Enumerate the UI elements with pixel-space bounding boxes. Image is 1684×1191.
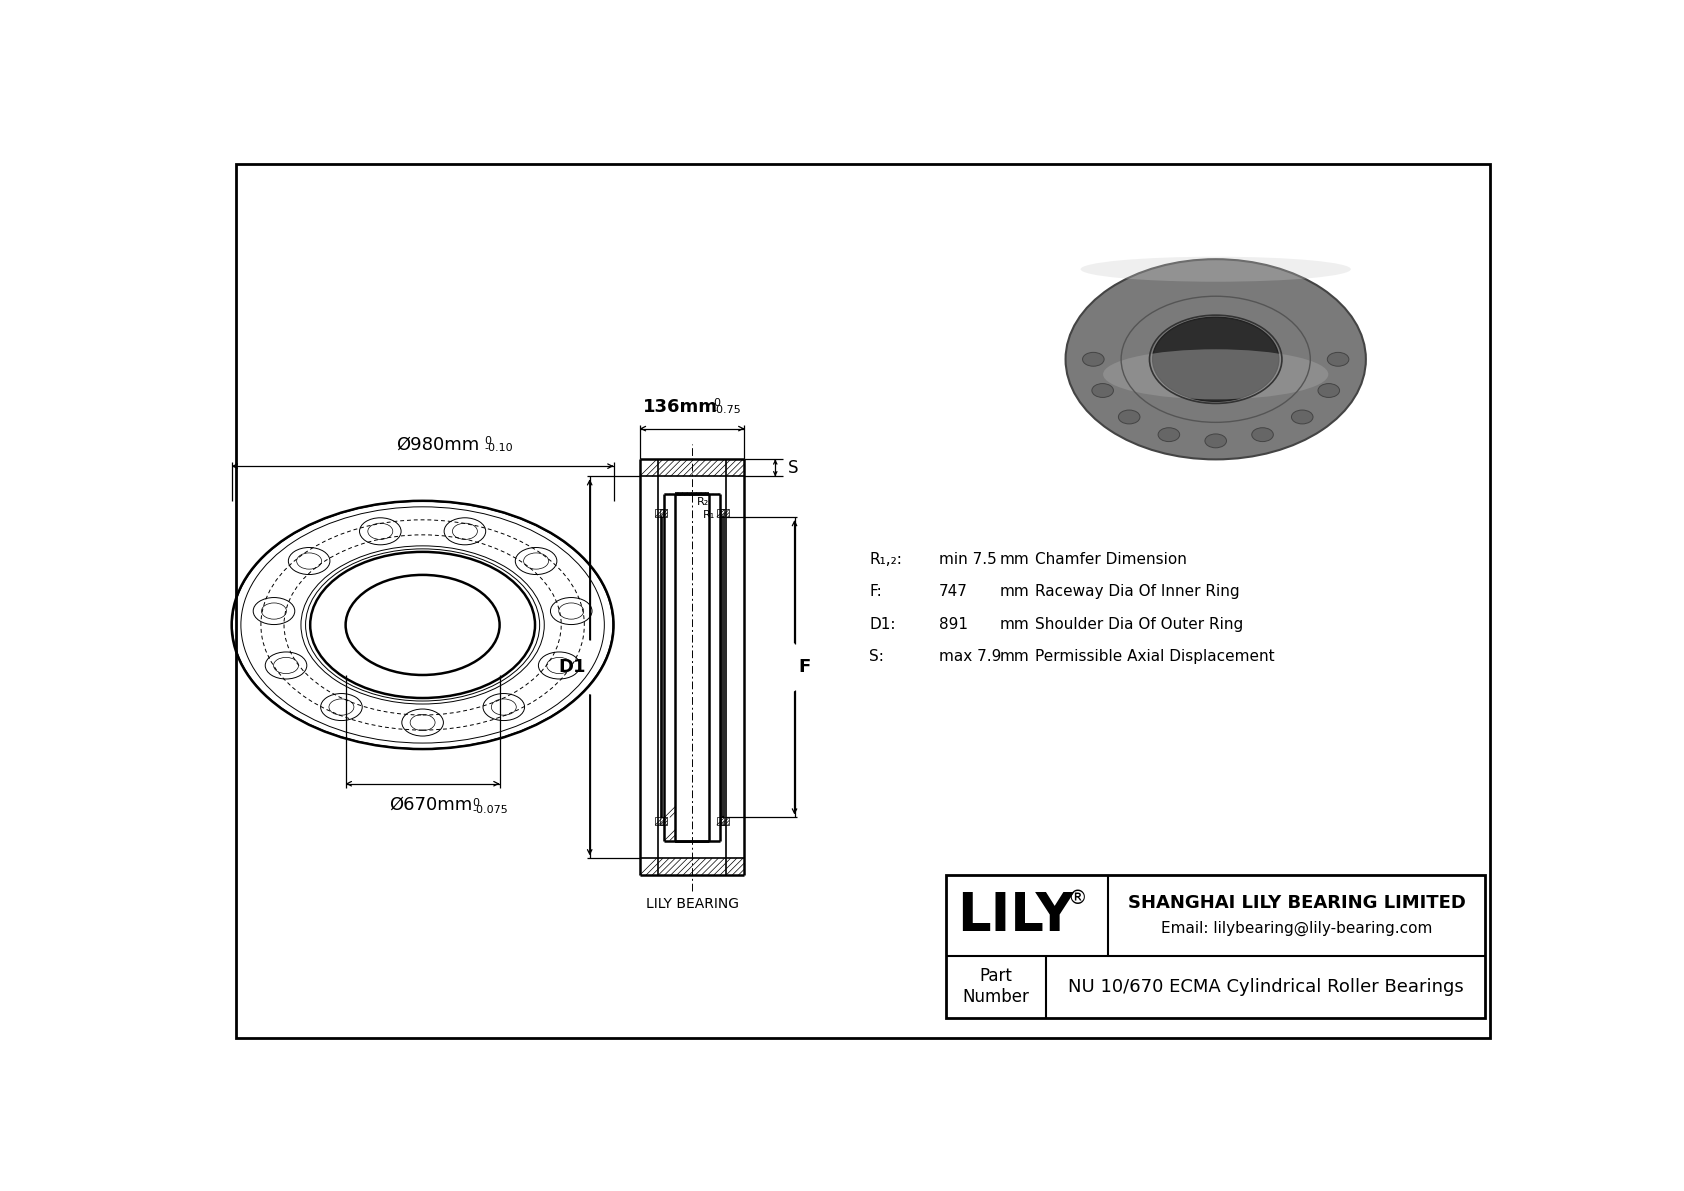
Text: 0: 0 [712, 398, 719, 407]
Ellipse shape [1081, 257, 1351, 282]
Bar [717, 817, 724, 825]
Ellipse shape [1159, 428, 1180, 442]
Text: Permissible Axial Displacement: Permissible Axial Displacement [1034, 649, 1275, 665]
Text: 0: 0 [473, 798, 480, 807]
Bar [660, 510, 667, 517]
Ellipse shape [1292, 410, 1314, 424]
Bar [655, 510, 663, 517]
Text: LILY BEARING: LILY BEARING [645, 897, 739, 911]
Ellipse shape [1206, 434, 1226, 448]
Text: LILY: LILY [957, 890, 1074, 942]
Text: Ø980mm: Ø980mm [396, 436, 480, 454]
Ellipse shape [1091, 384, 1113, 398]
Ellipse shape [1327, 353, 1349, 366]
Text: Shoulder Dia Of Outer Ring: Shoulder Dia Of Outer Ring [1034, 617, 1243, 631]
Text: ®: ® [1068, 890, 1086, 909]
Bar [655, 817, 663, 825]
Bar [721, 817, 729, 825]
Text: NU 10/670 ECMA Cylindrical Roller Bearings: NU 10/670 ECMA Cylindrical Roller Bearin… [1068, 978, 1463, 996]
Text: 0: 0 [485, 436, 492, 447]
Text: Raceway Dia Of Inner Ring: Raceway Dia Of Inner Ring [1034, 585, 1239, 599]
Bar [717, 510, 724, 517]
Text: mm: mm [1000, 617, 1031, 631]
Text: -0.75: -0.75 [712, 405, 741, 414]
Text: -0.10: -0.10 [485, 443, 514, 453]
Text: SHANGHAI LILY BEARING LIMITED: SHANGHAI LILY BEARING LIMITED [1128, 894, 1465, 912]
Text: R₁: R₁ [702, 510, 716, 519]
Ellipse shape [1083, 353, 1105, 366]
Text: D1: D1 [559, 659, 586, 676]
Text: Ø670mm: Ø670mm [389, 796, 472, 813]
Text: 891: 891 [938, 617, 968, 631]
Text: Email: lilybearing@lily-bearing.com: Email: lilybearing@lily-bearing.com [1160, 921, 1433, 936]
Text: mm: mm [1000, 585, 1031, 599]
Text: max 7.9: max 7.9 [938, 649, 1000, 665]
Ellipse shape [1103, 349, 1329, 399]
Text: D1:: D1: [869, 617, 896, 631]
Text: S: S [788, 459, 798, 476]
Bar [660, 817, 667, 825]
Text: min 7.5: min 7.5 [938, 551, 997, 567]
Text: F: F [798, 659, 810, 676]
Ellipse shape [1152, 317, 1278, 401]
Text: R₂: R₂ [697, 497, 709, 506]
Text: mm: mm [1000, 649, 1031, 665]
Text: Chamfer Dimension: Chamfer Dimension [1034, 551, 1187, 567]
Bar [721, 510, 729, 517]
Text: F:: F: [869, 585, 882, 599]
Text: -0.075: -0.075 [473, 804, 509, 815]
Text: Part
Number: Part Number [963, 967, 1029, 1006]
Ellipse shape [1251, 428, 1273, 442]
Text: R₁,₂:: R₁,₂: [869, 551, 903, 567]
Ellipse shape [1118, 410, 1140, 424]
Text: S:: S: [869, 649, 884, 665]
Text: 136mm: 136mm [643, 398, 717, 417]
Text: 747: 747 [938, 585, 967, 599]
Ellipse shape [1066, 260, 1366, 460]
Bar [946, 875, 1485, 1017]
Ellipse shape [1319, 384, 1339, 398]
Text: mm: mm [1000, 551, 1031, 567]
